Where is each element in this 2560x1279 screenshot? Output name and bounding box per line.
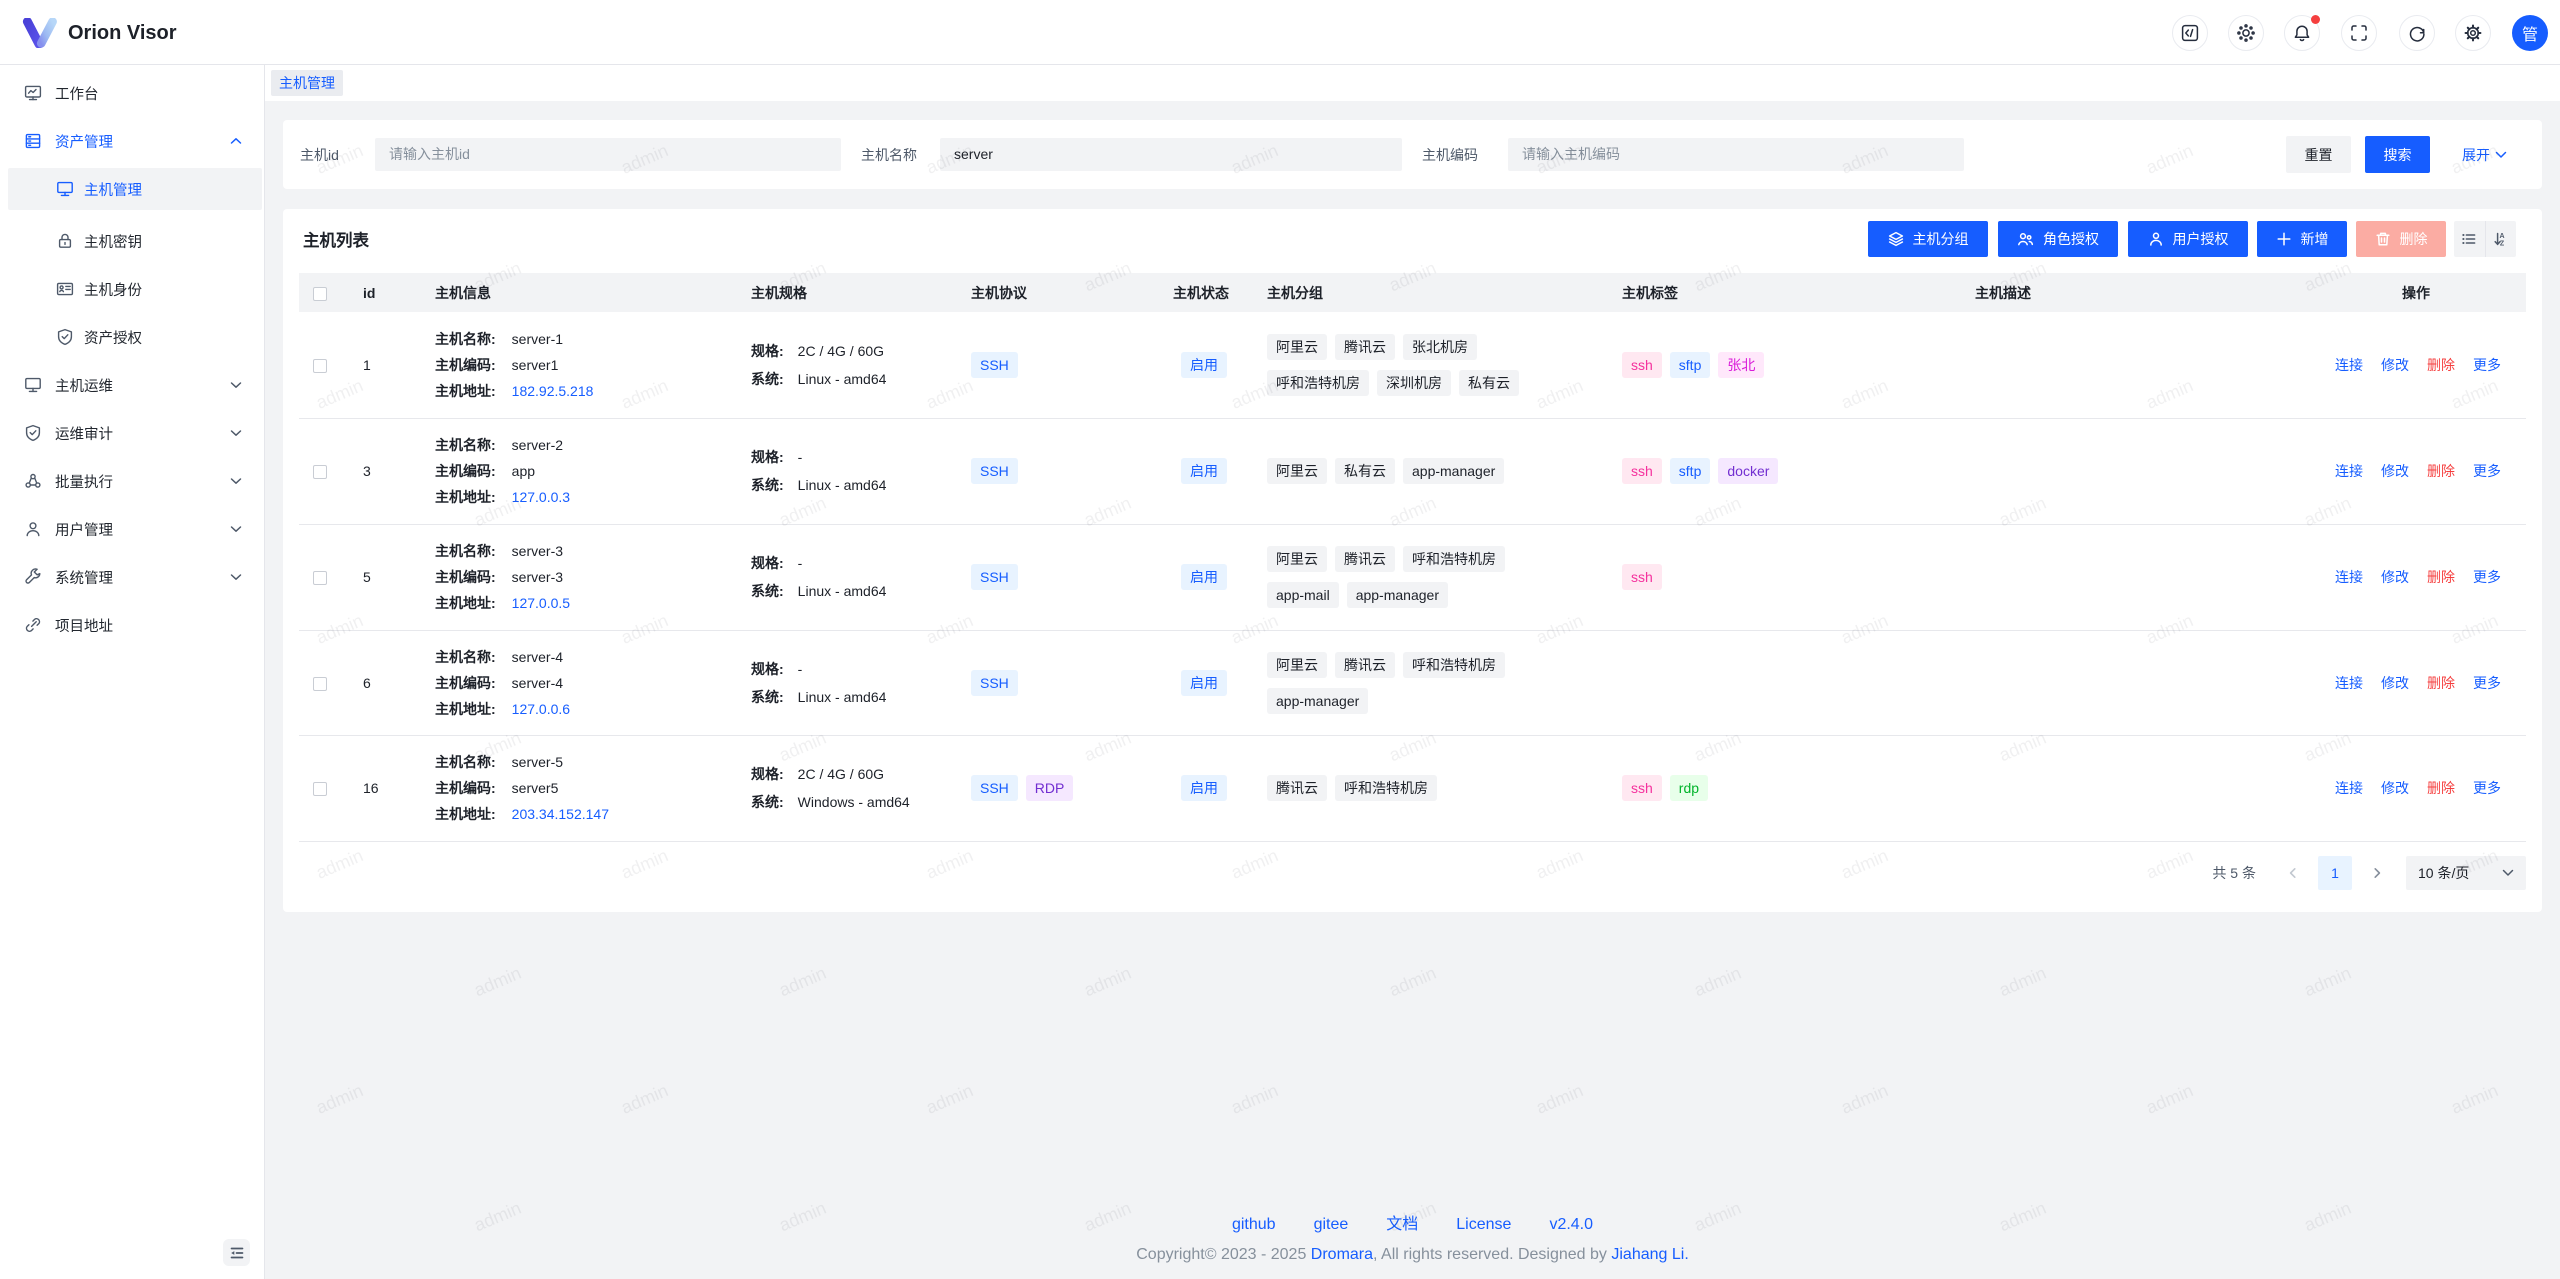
svg-text:Z: Z: [2500, 241, 2505, 247]
svg-text:A: A: [2499, 233, 2504, 240]
